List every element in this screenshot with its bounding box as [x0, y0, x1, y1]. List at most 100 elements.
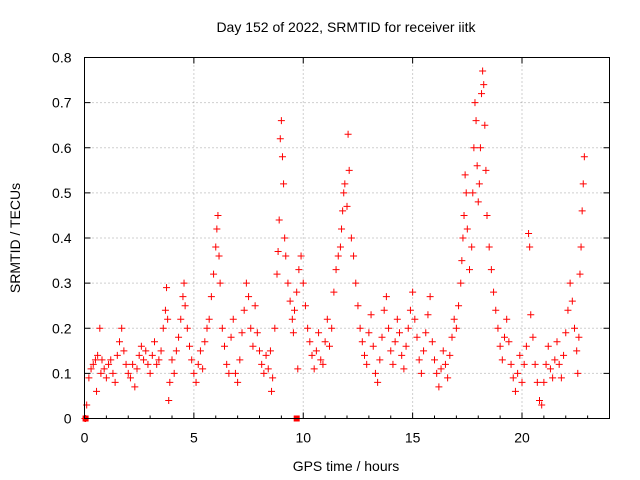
data-point [180, 279, 188, 287]
data-point [140, 356, 148, 364]
data-point [179, 293, 187, 301]
data-point [277, 117, 285, 125]
data-point [275, 216, 283, 224]
data-point [577, 243, 585, 251]
data-point [448, 333, 456, 341]
data-point [380, 306, 388, 314]
data-point [369, 342, 377, 350]
y-tick-label: 0.4 [52, 230, 72, 246]
data-point [344, 130, 352, 138]
data-point [276, 135, 284, 143]
data-point [566, 279, 574, 287]
axis-ticks: 0 0.1 0.2 0.3 0.4 0.5 0.6 0.7 0.8 0 5 10 15 20 [52, 50, 610, 446]
data-point [165, 396, 173, 404]
data-point [247, 324, 255, 332]
y-tick-label: 0.1 [52, 365, 72, 381]
data-point [282, 252, 290, 260]
data-point [450, 315, 458, 323]
data-point [564, 306, 572, 314]
data-point [371, 369, 379, 377]
data-point [480, 81, 488, 89]
x-tick-label: 15 [405, 430, 421, 446]
data-point [133, 365, 141, 373]
data-point [326, 342, 333, 350]
data-point [509, 374, 517, 382]
data-point [293, 288, 301, 296]
data-point [161, 306, 169, 314]
data-point [148, 351, 156, 359]
data-point [490, 288, 498, 296]
data-point [578, 207, 586, 215]
data-point [221, 342, 228, 350]
data-point [268, 387, 276, 395]
data-point [485, 243, 493, 251]
data-point [301, 302, 309, 310]
data-point [479, 67, 487, 75]
data-point [378, 333, 386, 341]
data-point [505, 338, 513, 346]
data-point [177, 315, 185, 323]
data-point [343, 202, 351, 210]
data-point [284, 279, 292, 287]
data-point [575, 333, 583, 341]
data-point [540, 378, 548, 386]
data-point [536, 396, 543, 404]
data-point [350, 252, 358, 260]
data-point [249, 342, 257, 350]
data-point [544, 342, 552, 350]
data-point [304, 324, 312, 332]
data-point [256, 347, 263, 355]
data-point [98, 356, 106, 364]
x-tick-label: 20 [514, 430, 530, 446]
data-point [376, 356, 384, 364]
data-point [422, 329, 430, 337]
data-point [288, 315, 296, 323]
data-point [192, 378, 200, 386]
data-point [358, 338, 366, 346]
data-point [339, 207, 347, 215]
data-point [146, 369, 154, 377]
data-point [336, 243, 344, 251]
data-point [549, 374, 557, 382]
data-point [475, 180, 483, 188]
data-point [374, 378, 382, 386]
data-point [417, 369, 425, 377]
data-point [472, 117, 480, 125]
data-point [251, 302, 259, 310]
data-point [433, 369, 441, 377]
data-point [170, 369, 178, 377]
data-point [201, 338, 209, 346]
data-point [431, 356, 438, 364]
data-point [345, 166, 353, 174]
data-point [94, 351, 102, 359]
data-point [363, 360, 371, 368]
data-point [225, 369, 233, 377]
y-tick-label: 0.7 [52, 95, 72, 111]
data-point [264, 365, 272, 373]
data-point [291, 306, 298, 314]
data-point [151, 338, 158, 346]
data-point [503, 315, 511, 323]
y-axis-label: SRMTID / TECUs [7, 183, 23, 293]
data-point [347, 234, 355, 242]
x-tick-label: 10 [295, 430, 311, 446]
data-point [516, 351, 524, 359]
data-point [367, 311, 375, 319]
data-point [218, 324, 226, 332]
data-point [444, 374, 452, 382]
data-point [365, 329, 373, 337]
data-point [457, 279, 465, 287]
data-point [568, 297, 576, 305]
data-point [334, 252, 342, 260]
data-point [402, 342, 410, 350]
data-point [400, 365, 408, 373]
data-point [85, 374, 93, 382]
data-point [295, 266, 303, 274]
data-point [538, 401, 546, 409]
data-point [258, 360, 266, 368]
data-point [341, 180, 349, 188]
data-point [137, 342, 145, 350]
data-point [87, 365, 95, 373]
data-point [289, 329, 297, 337]
data-point [323, 315, 331, 323]
